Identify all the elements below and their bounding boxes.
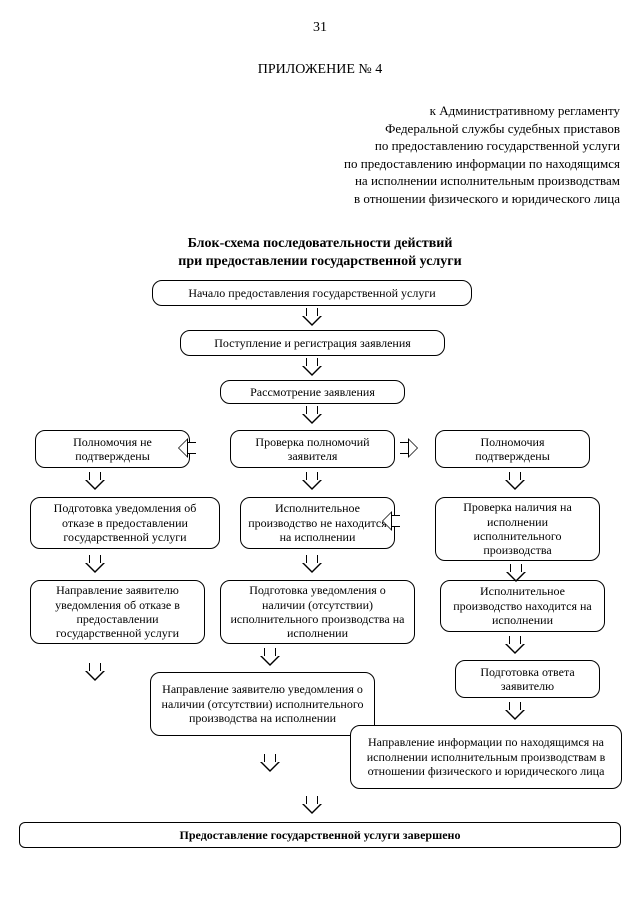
flow-node: Исполнительное производство находится на… <box>440 580 605 632</box>
subtitle-line: к Административному регламенту <box>430 103 620 118</box>
subtitle: к Административному регламенту Федеральн… <box>130 102 620 207</box>
flow-node: Подготовка уведомления об отказе в предо… <box>30 497 220 549</box>
title-line: при предоставлении государственной услуг… <box>178 254 461 269</box>
flow-node: Полномочия не подтверждены <box>35 430 190 468</box>
flow-node: Проверка полномочий заявителя <box>230 430 395 468</box>
flow-node: Начало предоставления государственной ус… <box>152 280 472 306</box>
title-line: Блок-схема последовательности действий <box>188 236 453 251</box>
appendix-title: ПРИЛОЖЕНИЕ № 4 <box>0 62 640 78</box>
flow-node: Проверка наличия на исполнении исполните… <box>435 497 600 561</box>
subtitle-line: на исполнении исполнительным производств… <box>355 173 620 188</box>
flow-node: Предоставление государственной услуги за… <box>19 822 621 848</box>
flow-node: Направление информации по находящимся на… <box>350 725 622 789</box>
flow-node: Полномочия подтверждены <box>435 430 590 468</box>
flow-node: Рассмотрение заявления <box>220 380 405 404</box>
page: 31 ПРИЛОЖЕНИЕ № 4 к Административному ре… <box>0 0 640 905</box>
flowchart-title: Блок-схема последовательности действий п… <box>0 235 640 271</box>
flow-node: Подготовка ответа заявителю <box>455 660 600 698</box>
subtitle-line: Федеральной службы судебных приставов <box>385 121 620 136</box>
page-number: 31 <box>0 20 640 36</box>
flow-node: Направление заявителю уведомления о нали… <box>150 672 375 736</box>
subtitle-line: в отношении физического и юридического л… <box>354 191 620 206</box>
flow-node: Подготовка уведомления о наличии (отсутс… <box>220 580 415 644</box>
flow-node: Направление заявителю уведомления об отк… <box>30 580 205 644</box>
flow-node: Исполнительное производство не находится… <box>240 497 395 549</box>
flow-node: Поступление и регистрация заявления <box>180 330 445 356</box>
subtitle-line: по предоставлению информации по находящи… <box>344 156 620 171</box>
subtitle-line: по предоставлению государственной услуги <box>375 138 620 153</box>
